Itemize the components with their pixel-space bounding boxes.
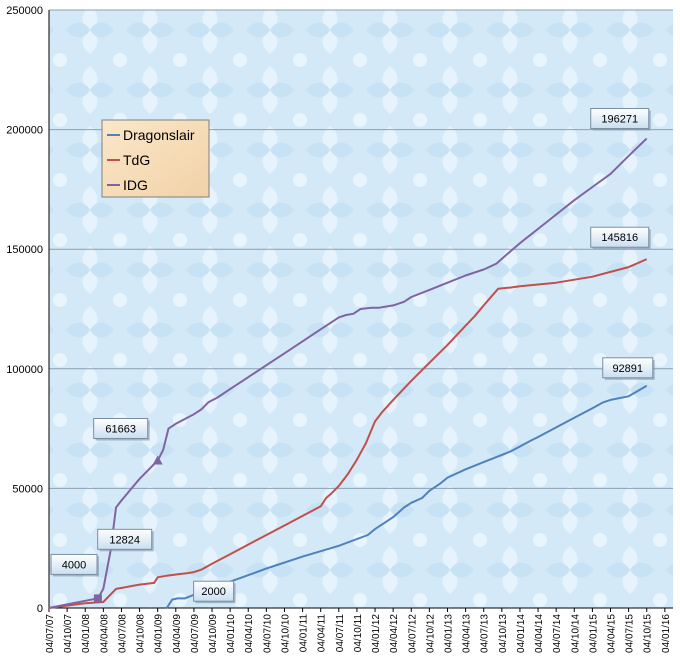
y-tick-label: 100000: [6, 364, 43, 376]
x-tick-label: 04/07/10: [262, 614, 273, 653]
x-tick-label: 04/07/11: [335, 614, 346, 653]
data-label-box: [97, 528, 153, 550]
x-tick-label: 04/07/12: [407, 614, 418, 653]
x-tick-label: 04/01/12: [371, 614, 382, 653]
legend-label-idg: IDG: [123, 177, 148, 193]
x-tick-label: 04/10/12: [425, 614, 436, 653]
x-tick-label: 04/04/15: [607, 614, 618, 653]
legend-item-dragonslair: Dragonslair: [107, 127, 195, 143]
x-tick-label: 04/10/08: [136, 614, 147, 653]
x-tick-label: 04/10/15: [643, 614, 654, 653]
x-tick-label: 04/01/15: [588, 614, 599, 653]
y-tick-label: 250000: [6, 5, 43, 17]
x-tick-label: 04/07/09: [190, 614, 201, 653]
data-label-text: 145816: [601, 232, 638, 244]
legend-item-tdg: TdG: [107, 152, 150, 168]
data-label-text: 2000: [201, 586, 225, 598]
legend: Dragonslair TdG IDG: [101, 119, 210, 198]
y-tick-label: 200000: [6, 125, 43, 137]
x-tick-label: 04/10/14: [570, 614, 581, 653]
y-tick-label: 150000: [6, 244, 43, 256]
x-tick-label: 04/07/13: [480, 614, 491, 653]
x-tick-label: 04/10/07: [63, 614, 74, 653]
data-label: 92891: [602, 357, 655, 380]
x-tick-label: 04/07/14: [552, 614, 563, 653]
y-axis: 0 50000 100000 150000 200000 250000: [6, 5, 50, 615]
data-marker-square: [93, 594, 102, 603]
data-label-text: 61663: [105, 424, 136, 436]
x-tick-label: 04/04/08: [99, 614, 110, 653]
data-label-text: 4000: [62, 559, 86, 571]
legend-label-dragonslair: Dragonslair: [123, 127, 195, 143]
data-label: 4000: [50, 553, 99, 577]
x-tick-label: 04/10/11: [353, 614, 364, 653]
data-label-text: 92891: [612, 363, 643, 375]
data-label-box: [590, 108, 650, 130]
y-tick-label: 0: [37, 603, 43, 615]
x-tick-label: 04/07/15: [625, 614, 636, 653]
x-tick-label: 04/01/11: [299, 614, 310, 653]
x-tick-label: 04/04/09: [172, 614, 183, 653]
data-label-box: [50, 553, 98, 575]
x-axis: 04/07/07 04/10/07 04/01/08 04/04/08 04/07/08…: [45, 607, 673, 653]
data-label: 61663: [93, 418, 150, 441]
x-tick-label: 04/01/13: [443, 614, 454, 653]
x-tick-label: 04/10/09: [208, 614, 219, 653]
annotations: 196271 145816 92891 61663 12824 4000 2000: [50, 108, 655, 604]
data-label-box: [590, 226, 650, 248]
data-label-box: [193, 580, 235, 602]
x-tick-label: 04/01/10: [226, 614, 237, 653]
series-line-idg: [48, 137, 648, 609]
data-label-box: [93, 418, 149, 440]
data-label-text: 196271: [601, 114, 638, 126]
x-tick-label: 04/07/08: [117, 614, 128, 653]
x-tick-label: 04/04/14: [534, 614, 545, 653]
data-label-box: [602, 357, 654, 379]
data-marker-triangle: [152, 455, 163, 465]
series-lines: [48, 137, 648, 609]
series-line-tdg: [48, 258, 648, 609]
data-label-text: 12824: [109, 534, 140, 546]
data-label: 196271: [590, 108, 651, 131]
data-label: 145816: [590, 226, 651, 250]
data-label: 12824: [97, 528, 154, 552]
data-label: 2000: [193, 580, 236, 604]
x-tick-label: 04/04/10: [244, 614, 255, 653]
x-tick-label: 04/01/16: [661, 614, 672, 653]
x-tick-label: 04/10/10: [280, 614, 291, 653]
series-line-dragonslair: [165, 384, 648, 609]
y-tick-label: 50000: [12, 483, 43, 495]
x-tick-label: 04/01/14: [516, 614, 527, 653]
x-tick-label: 04/04/11: [317, 614, 328, 653]
legend-item-idg: IDG: [107, 177, 148, 193]
x-tick-label: 04/10/13: [498, 614, 509, 653]
x-tick-label: 04/04/13: [462, 614, 473, 653]
x-tick-label: 04/07/07: [45, 614, 56, 653]
x-tick-label: 04/04/12: [389, 614, 400, 653]
legend-label-tdg: TdG: [123, 152, 150, 168]
x-tick-label: 04/01/09: [154, 614, 165, 653]
x-tick-label: 04/01/08: [81, 614, 92, 653]
